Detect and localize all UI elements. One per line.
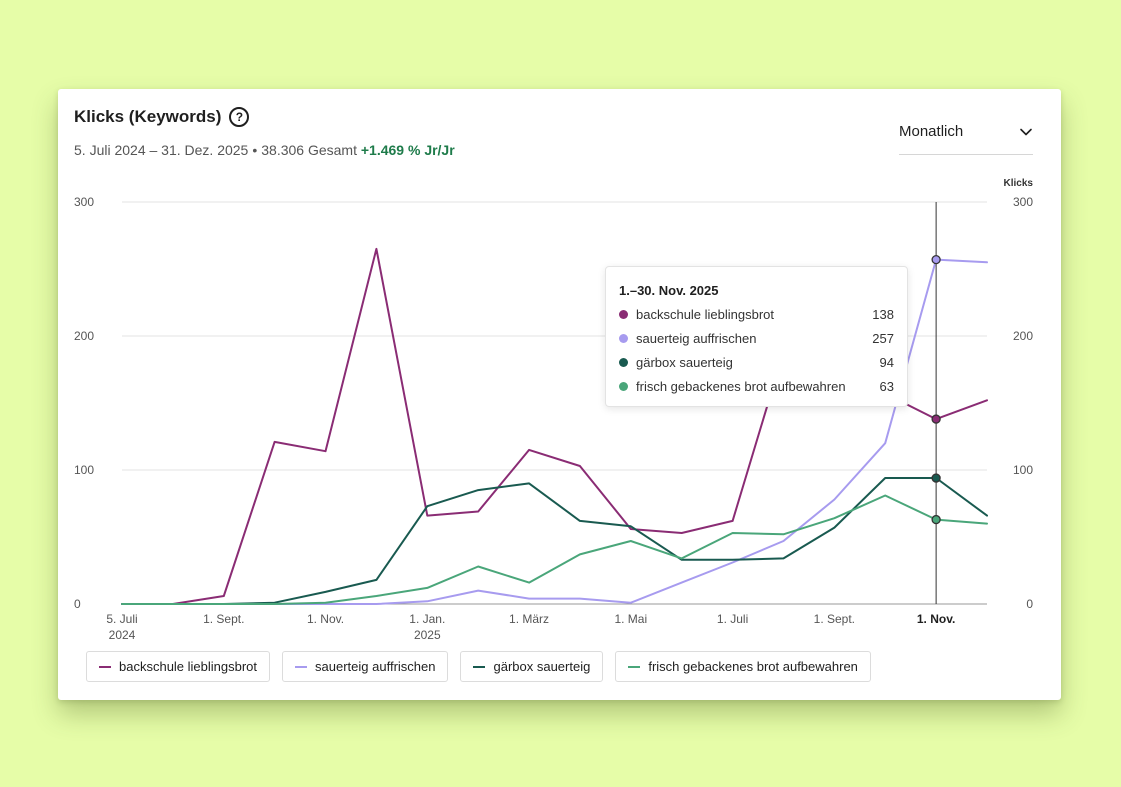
- y-tick-label-right: 200: [1013, 329, 1033, 343]
- y-axis-title: Klicks: [1004, 178, 1034, 189]
- tooltip-value: 138: [872, 306, 894, 322]
- x-tick-label: 5. Juli: [106, 612, 137, 626]
- hover-marker-sauerteig: [931, 254, 941, 265]
- legend-item-frisch[interactable]: frisch gebackenes brot aufbewahren: [615, 651, 871, 682]
- tooltip-row-backschule: backschule lieblingsbrot 138: [619, 305, 894, 323]
- x-tick-label: 1. Nov.: [917, 612, 955, 626]
- legend-swatch: [295, 665, 308, 668]
- legend-label: sauerteig auffrischen: [315, 659, 436, 674]
- chart-tooltip: 1.–30. Nov. 2025 backschule lieblingsbro…: [605, 266, 908, 407]
- series-line-frisch: [121, 494, 988, 605]
- hover-marker-backschule: [931, 414, 941, 424]
- y-tick-label-right: 100: [1013, 463, 1033, 477]
- tooltip-title: 1.–30. Nov. 2025: [619, 283, 719, 298]
- legend-swatch: [99, 665, 111, 668]
- y-tick-label-left: 100: [74, 463, 94, 477]
- y-tick-label-right: 0: [1026, 597, 1033, 611]
- tooltip-value: 63: [879, 378, 894, 394]
- chevron-down-icon: [1020, 128, 1032, 135]
- period-select[interactable]: Monatlich: [899, 109, 1033, 155]
- tooltip-dot-gaerbox: [619, 357, 628, 367]
- legend-label: gärbox sauerteig: [493, 659, 591, 674]
- x-tick-label: 1. März: [509, 612, 549, 626]
- clicks-chart-card: Klicks (Keywords) ? 5. Juli 2024 – 31. D…: [58, 89, 1061, 700]
- x-tick-label: 1. Sept.: [814, 612, 855, 626]
- tooltip-name: sauerteig auffrischen: [636, 330, 757, 346]
- legend-item-gaerbox[interactable]: gärbox sauerteig: [460, 651, 604, 682]
- x-tick-label: 2025: [414, 628, 441, 642]
- legend-label: backschule lieblingsbrot: [119, 659, 258, 674]
- subtitle-separator: •: [252, 142, 258, 158]
- tooltip-row-gaerbox: gärbox sauerteig 94: [619, 353, 894, 371]
- line-chart[interactable]: 0 0 100 100 200 200 300 300 Klicks 5. Juli 2024 1. …: [58, 89, 1061, 700]
- series-line-gaerbox: [121, 477, 988, 605]
- x-tick-label: 1. Sept.: [203, 612, 244, 626]
- help-icon[interactable]: ?: [229, 107, 250, 127]
- legend-label: frisch gebackenes brot aufbewahren: [648, 659, 858, 674]
- tooltip-name: backschule lieblingsbrot: [636, 306, 775, 322]
- y-tick-label-left: 300: [74, 195, 94, 209]
- chart-title: Klicks (Keywords): [74, 107, 222, 126]
- y-tick-label-left: 0: [74, 597, 81, 611]
- x-tick-label: 1. Nov.: [307, 612, 344, 626]
- legend-item-sauerteig[interactable]: sauerteig auffrischen: [282, 651, 449, 682]
- x-tick-label: 2024: [109, 628, 136, 642]
- tooltip-row-sauerteig: sauerteig auffrischen 257: [619, 329, 894, 347]
- tooltip-dot-frisch: [619, 381, 628, 391]
- date-range: 5. Juli 2024 – 31. Dez. 2025: [74, 142, 249, 158]
- yoy-change: +1.469 % Jr/Jr: [360, 142, 455, 158]
- tooltip-value: 94: [879, 354, 894, 370]
- hover-marker-frisch: [931, 514, 941, 525]
- x-tick-label: 1. Juli: [717, 612, 748, 626]
- card-header: Klicks (Keywords) ?: [74, 107, 250, 127]
- chart-subtitle: 5. Juli 2024 – 31. Dez. 2025 • 38.306 Gesa…: [74, 142, 455, 158]
- tooltip-dot-backschule: [619, 309, 628, 319]
- y-tick-label-right: 300: [1013, 195, 1033, 209]
- chart-legend: backschule lieblingsbrot sauerteig auffr…: [86, 651, 871, 682]
- total-clicks: 38.306 Gesamt: [261, 142, 357, 158]
- legend-swatch: [628, 665, 641, 668]
- tooltip-dot-sauerteig: [619, 333, 628, 343]
- tooltip-value: 257: [872, 330, 894, 346]
- tooltip-name: frisch gebackenes brot aufbewahren: [636, 378, 846, 394]
- y-tick-label-left: 200: [74, 329, 94, 343]
- hover-marker-gaerbox: [931, 473, 941, 483]
- x-tick-label: 1. Jan.: [409, 612, 445, 626]
- legend-item-backschule[interactable]: backschule lieblingsbrot: [86, 651, 271, 682]
- period-select-value: Monatlich: [899, 123, 964, 140]
- x-tick-label: 1. Mai: [614, 612, 647, 626]
- tooltip-row-frisch: frisch gebackenes brot aufbewahren 63: [619, 377, 894, 395]
- tooltip-name: gärbox sauerteig: [636, 354, 733, 370]
- legend-swatch: [473, 665, 486, 668]
